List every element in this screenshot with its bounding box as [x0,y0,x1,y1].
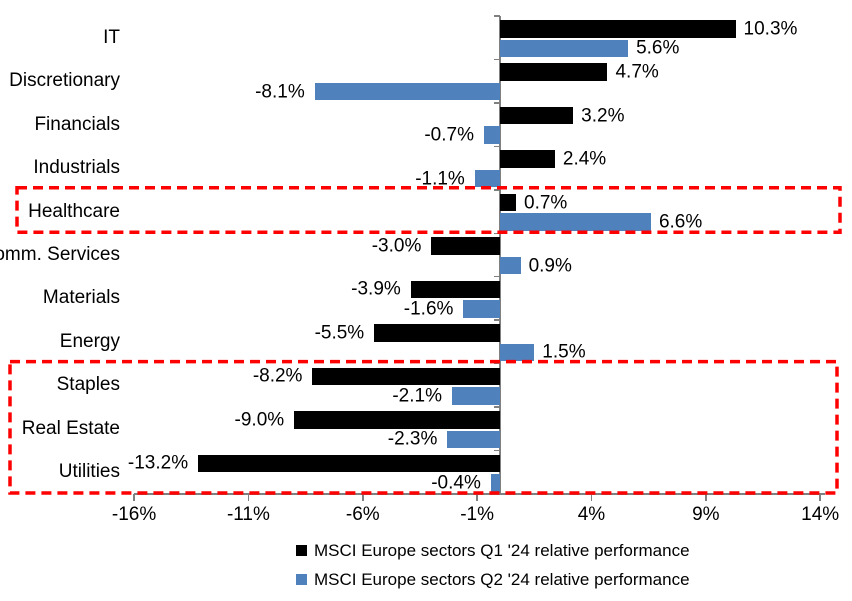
bar-value-label: -8.1% [255,81,305,103]
y-tick-mark [493,406,500,408]
category-label: Utilities [58,461,120,483]
category-label: Energy [59,330,120,352]
bar-value-label: -5.5% [314,322,365,344]
q2-bar [447,430,500,449]
x-tick-mark [590,494,593,501]
q2-bar [490,474,500,492]
bar-value-label: 4.7% [615,61,659,83]
q2-bar [500,343,535,362]
x-tick-mark [247,494,250,501]
category-label: Discretionary [9,70,120,92]
category-label: Real Estate [21,417,120,439]
legend-label: MSCI Europe sectors Q2 '24 relative perf… [314,569,690,589]
bar-value-label: -3.0% [371,235,422,257]
bar-value-label: 6.6% [658,211,703,233]
category-label: Comm. Services [0,243,120,265]
category-label: Staples [56,374,120,396]
bar-value-label: -2.3% [387,428,438,450]
y-axis-line [499,16,501,494]
highlight-box [15,186,842,234]
category-label: Financials [34,113,120,135]
x-tick-label: 4% [577,504,606,525]
q2-bar [474,169,500,188]
x-axis-line [134,493,825,495]
y-tick-mark [493,58,500,61]
legend: MSCI Europe sectors Q1 '24 relative perf… [296,536,690,594]
q1-bar [500,193,516,212]
q2-bar [500,256,521,275]
y-tick-mark [493,449,500,452]
y-tick-mark [493,145,500,148]
category-label: IT [103,26,120,48]
legend-label: MSCI Europe sectors Q1 '24 relative perf… [314,540,690,560]
bar-value-label: -2.1% [392,385,442,407]
bar-value-label: 0.7% [524,192,568,214]
x-tick-label: -11% [226,504,270,525]
q2-bar [500,39,629,57]
x-tick-label: -6% [345,504,380,525]
q1-bar [500,20,736,38]
y-tick-mark [493,189,500,191]
q1-bar [500,150,555,168]
y-tick-mark [493,275,500,278]
x-tick-label: -16% [111,504,157,525]
legend-swatch-q1 [296,545,307,556]
q1-bar [410,280,500,299]
bar-value-label: 3.2% [581,105,625,127]
q2-bar [483,126,500,144]
q1-bar [431,237,500,255]
q2-bar [500,213,651,231]
legend-item: MSCI Europe sectors Q1 '24 relative perf… [296,536,690,565]
x-tick-mark [819,494,821,501]
q1-bar [198,454,500,472]
bar-value-label: -13.2% [127,452,189,474]
q1-bar [500,63,608,81]
bar-value-label: 10.3% [743,18,798,40]
bar-value-label: 1.5% [542,341,586,363]
legend-item: MSCI Europe sectors Q2 '24 relative perf… [296,565,690,594]
y-tick-mark [493,15,500,17]
y-tick-mark [493,362,500,365]
q2-bar [314,82,500,101]
x-tick-label: 14% [801,504,840,525]
q2-bar [451,387,500,405]
q1-bar [374,324,500,342]
x-tick-mark [476,494,478,501]
bar-value-label: -9.0% [234,409,285,431]
x-tick-mark [362,494,364,501]
bar-value-label: -3.9% [351,278,401,300]
bar-value-label: -0.4% [431,472,481,494]
bar-value-label: -0.7% [424,124,474,146]
q1-bar [500,106,574,125]
y-tick-mark [493,232,500,234]
x-tick-mark [705,494,707,501]
bar-value-label: 2.4% [562,148,607,170]
bar-value-label: 5.6% [636,37,680,59]
legend-swatch-q2 [296,574,307,585]
x-tick-mark [133,494,135,501]
x-tick-label: -1% [460,504,495,525]
bar-value-label: -1.6% [403,298,454,320]
y-tick-mark [493,102,500,104]
category-label: Healthcare [28,200,120,222]
x-tick-label: 9% [692,504,720,525]
q1-bar [312,367,500,386]
bar-value-label: -8.2% [252,365,303,387]
bar-value-label: 0.9% [528,255,572,276]
q1-bar [294,411,500,429]
category-label: Industrials [33,157,120,179]
y-tick-mark [493,319,500,321]
category-label: Materials [42,287,120,309]
q2-bar [463,300,500,318]
bar-value-label: -1.1% [415,168,465,190]
